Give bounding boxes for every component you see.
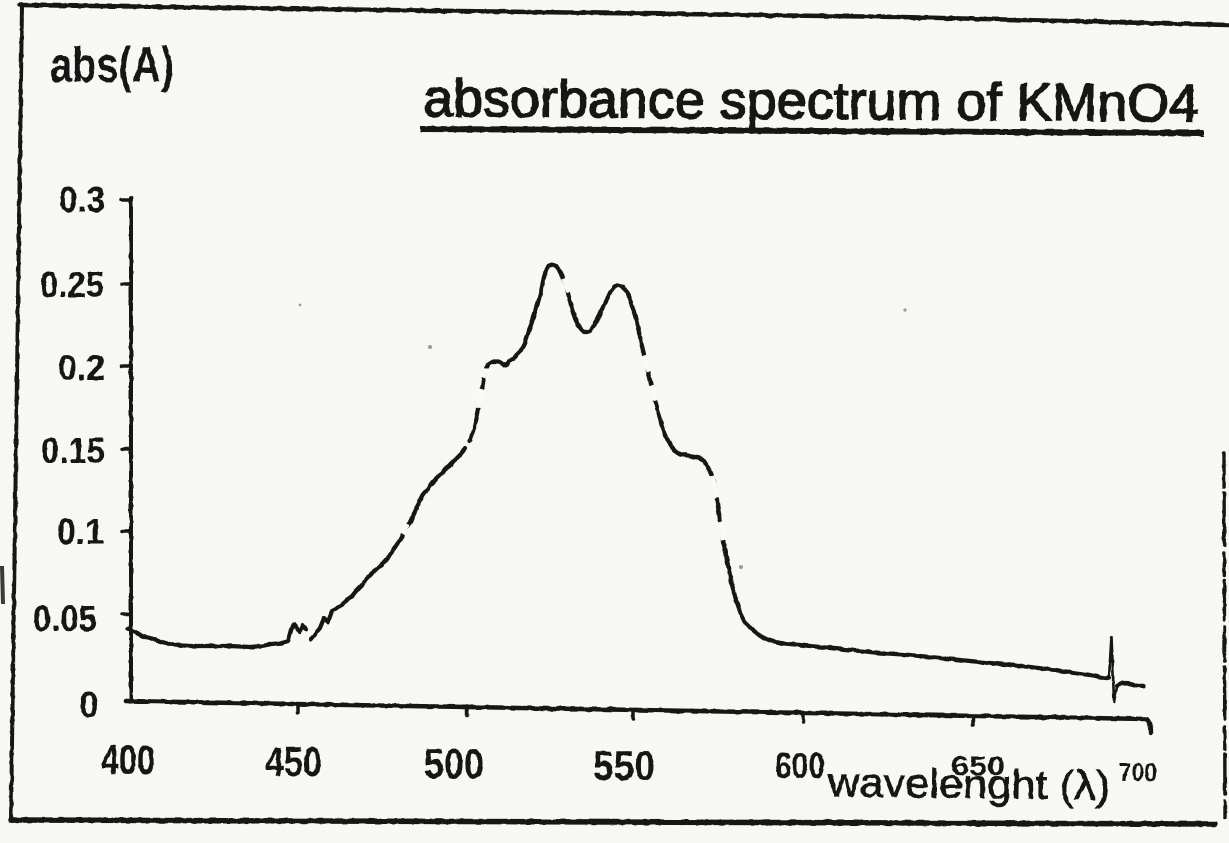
- svg-text:0.25: 0.25: [40, 264, 104, 305]
- svg-text:600: 600: [775, 745, 825, 786]
- svg-text:absorbance spectrum of KMnO4: absorbance spectrum of KMnO4: [423, 69, 1199, 133]
- svg-text:wavelenght (λ): wavelenght (λ): [827, 759, 1111, 809]
- svg-text:0.2: 0.2: [58, 347, 105, 388]
- svg-text:500: 500: [424, 740, 484, 787]
- svg-text:550: 550: [593, 742, 655, 789]
- svg-text:0.3: 0.3: [59, 179, 105, 220]
- svg-text:0.1: 0.1: [57, 511, 104, 552]
- svg-text:400: 400: [101, 736, 155, 783]
- svg-text:0.15: 0.15: [41, 430, 105, 471]
- svg-text:650: 650: [951, 751, 1005, 781]
- svg-text:0: 0: [79, 684, 99, 725]
- svg-text:450: 450: [265, 738, 322, 785]
- svg-text:700: 700: [1119, 757, 1157, 787]
- svg-text:abs(A): abs(A): [50, 37, 174, 93]
- svg-text:0.05: 0.05: [33, 598, 97, 639]
